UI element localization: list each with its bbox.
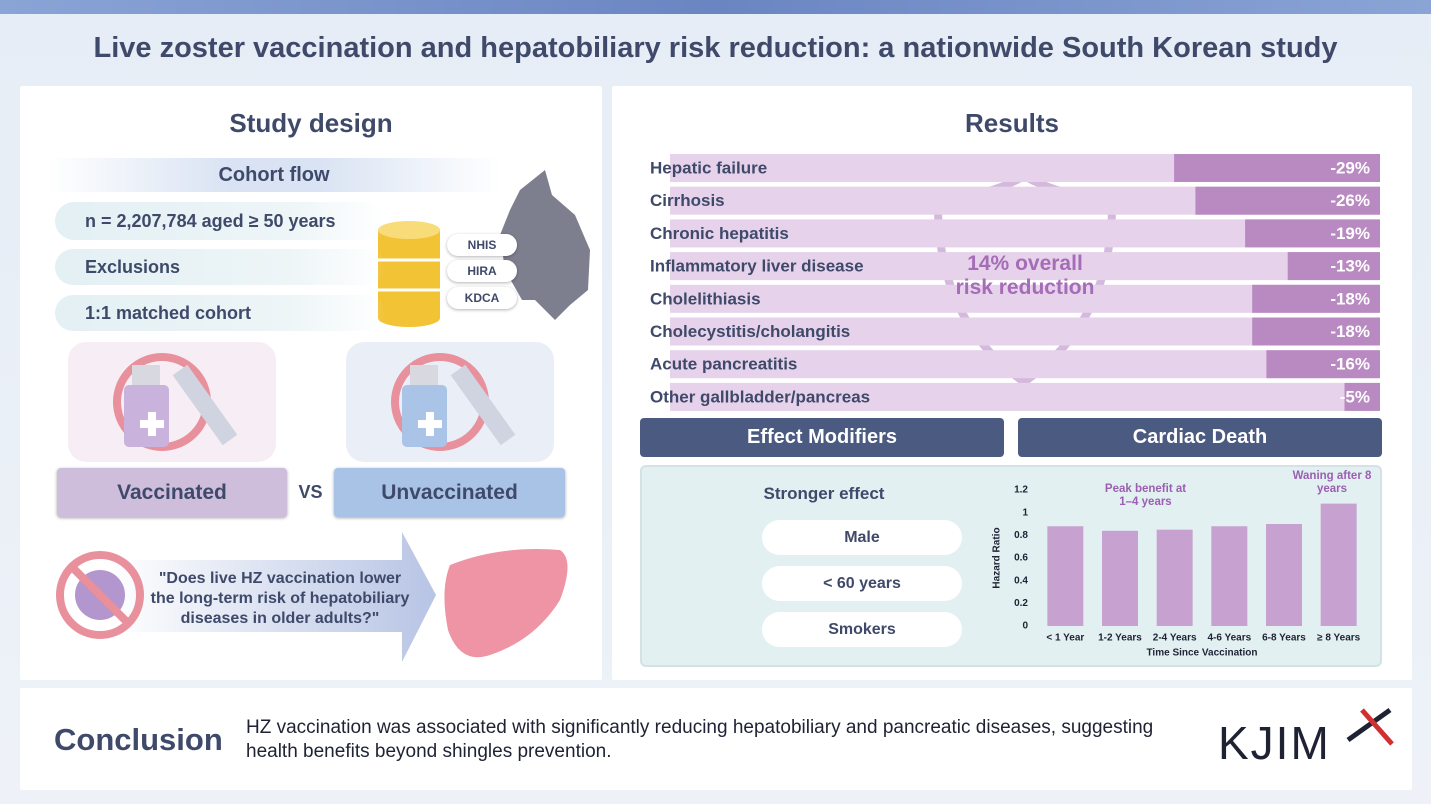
bar xyxy=(1252,317,1380,346)
y-tick-label: 1.2 xyxy=(1014,485,1028,496)
research-question: "Does live HZ vaccination lower the long… xyxy=(150,570,410,627)
y-tick-label: 0.8 xyxy=(1014,530,1028,541)
top-strip xyxy=(0,0,1431,14)
section-header: Effect Modifiers xyxy=(640,418,1004,457)
cohort-step: 1:1 matched cohort xyxy=(55,295,385,331)
page-title: Live zoster vaccination and hepatobiliar… xyxy=(93,32,1338,64)
bar-track xyxy=(670,252,1380,281)
cohort-flow: Cohort flow xyxy=(48,158,500,192)
bar xyxy=(1156,529,1193,626)
modifier: Male xyxy=(762,520,962,555)
group-label: Unvaccinated xyxy=(334,468,565,517)
bar xyxy=(1195,186,1380,215)
x-tick-label: ≥ 8 Years xyxy=(1317,633,1361,644)
value-label: -29% xyxy=(1330,158,1370,177)
x-tick-label: < 1 Year xyxy=(1046,633,1084,644)
modifier: < 60 years xyxy=(762,566,962,601)
bar xyxy=(1211,526,1248,626)
category-label: Hepatic failure xyxy=(650,158,767,177)
x-tick-label: 4-6 Years xyxy=(1207,633,1251,644)
value-label: -13% xyxy=(1330,257,1370,276)
bar xyxy=(1266,524,1302,626)
cohort-step: Exclusions xyxy=(55,249,385,285)
y-tick-label: 1 xyxy=(1022,507,1028,518)
bar xyxy=(1320,503,1357,626)
section-header: Cardiac Death xyxy=(1018,418,1382,457)
bar xyxy=(1266,350,1380,379)
cohort-step: n = 2,207,784 aged ≥ 50 years xyxy=(55,202,385,240)
overall-annotation: 14% overall risk reduction xyxy=(955,252,1095,299)
modifier: Smokers xyxy=(762,612,962,647)
value-label: -18% xyxy=(1330,289,1370,308)
source-tag: NHIS xyxy=(447,234,517,256)
bar xyxy=(1102,530,1138,626)
liver xyxy=(444,549,568,658)
bar xyxy=(1047,526,1084,626)
chart-annotation: Waning after 8 years xyxy=(1292,470,1372,495)
category-label: Cholecystitis/cholangitis xyxy=(650,322,850,341)
value-label: -5% xyxy=(1340,387,1370,406)
conclusion-label: Conclusion xyxy=(54,722,223,757)
category-label: Other gallbladder/pancreas xyxy=(650,387,870,406)
vaccine-icon xyxy=(113,353,516,451)
bar xyxy=(1287,252,1380,281)
bar xyxy=(1245,219,1380,248)
group-label: Vaccinated xyxy=(57,468,287,517)
x-tick-label: 6-8 Years xyxy=(1262,633,1306,644)
value-label: -26% xyxy=(1330,191,1370,210)
chart-annotation: Peak benefit at 1–4 years xyxy=(1104,483,1187,508)
category-label: Cholelithiasis xyxy=(650,289,761,308)
x-tick-label: 1-2 Years xyxy=(1098,633,1142,644)
conclusion-text: HZ vaccination was associated with signi… xyxy=(246,717,1154,762)
y-axis-label: Hazard Ratio xyxy=(992,527,1003,588)
source-tag: KDCA xyxy=(447,287,517,309)
conclusion-panel xyxy=(20,688,1412,790)
bar-track xyxy=(670,382,1380,411)
bar xyxy=(1252,284,1380,313)
bar-track xyxy=(670,350,1380,379)
virus-ban xyxy=(56,551,144,639)
bar xyxy=(1174,154,1380,182)
value-label: -19% xyxy=(1330,224,1370,243)
value-label: -18% xyxy=(1330,322,1370,341)
korea-map xyxy=(500,170,590,320)
database-icon xyxy=(378,221,440,327)
category-label: Chronic hepatitis xyxy=(650,224,789,243)
category-label: Acute pancreatitis xyxy=(650,355,797,374)
y-tick-label: 0.4 xyxy=(1014,575,1028,586)
question-arrow xyxy=(110,532,436,662)
bar xyxy=(1344,382,1380,411)
y-tick-label: 0 xyxy=(1022,621,1028,632)
y-tick-label: 0.6 xyxy=(1014,553,1028,564)
x-axis-label: Time Since Vaccination xyxy=(1147,648,1258,659)
vs-label: VS xyxy=(298,482,323,502)
x-tick-label: 2-4 Years xyxy=(1153,633,1197,644)
value-label: -16% xyxy=(1330,355,1370,374)
source-tag: HIRA xyxy=(447,260,517,282)
section-title: Results xyxy=(965,108,1059,138)
stronger-effect: Stronger effect xyxy=(763,484,885,503)
logo-mark xyxy=(1346,707,1394,746)
y-tick-label: 0.2 xyxy=(1014,598,1028,609)
category-label: Cirrhosis xyxy=(650,191,725,210)
category-label: Inflammatory liver disease xyxy=(650,257,864,276)
logo: KJIM xyxy=(1218,717,1331,769)
section-title: Study design xyxy=(229,108,393,138)
